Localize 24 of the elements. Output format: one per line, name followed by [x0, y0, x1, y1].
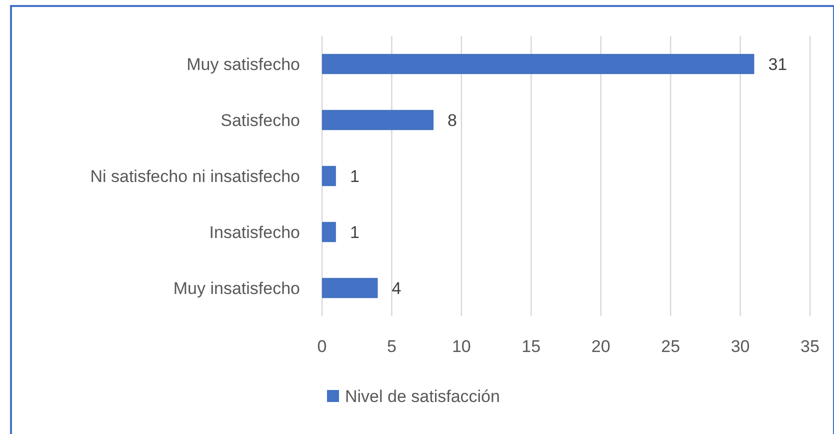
- y-tick-label: Insatisfecho: [209, 223, 300, 242]
- x-tick-label: 15: [522, 337, 541, 356]
- data-label: 31: [768, 55, 788, 74]
- bar: [322, 278, 378, 298]
- x-tick-label: 35: [800, 337, 820, 356]
- legend-label: Nivel de satisfacción: [345, 387, 500, 406]
- data-label: 1: [350, 167, 360, 186]
- y-tick-label: Ni satisfecho ni insatisfecho: [90, 167, 300, 186]
- x-tick-label: 0: [317, 337, 327, 356]
- y-tick-label: Satisfecho: [220, 111, 300, 130]
- data-label: 4: [392, 279, 402, 298]
- x-tick-label: 25: [661, 337, 680, 356]
- x-tick-label: 20: [591, 337, 610, 356]
- bar: [322, 110, 434, 130]
- x-tick-label: 30: [730, 337, 750, 356]
- bar: [322, 222, 336, 242]
- bar: [322, 54, 754, 74]
- y-tick-label: Muy satisfecho: [186, 55, 300, 74]
- x-tick-label: 5: [386, 337, 396, 356]
- y-tick-label: Muy insatisfecho: [173, 279, 300, 298]
- bar: [322, 166, 336, 186]
- data-label: 8: [448, 111, 458, 130]
- x-tick-label: 10: [452, 337, 471, 356]
- data-label: 1: [350, 223, 360, 242]
